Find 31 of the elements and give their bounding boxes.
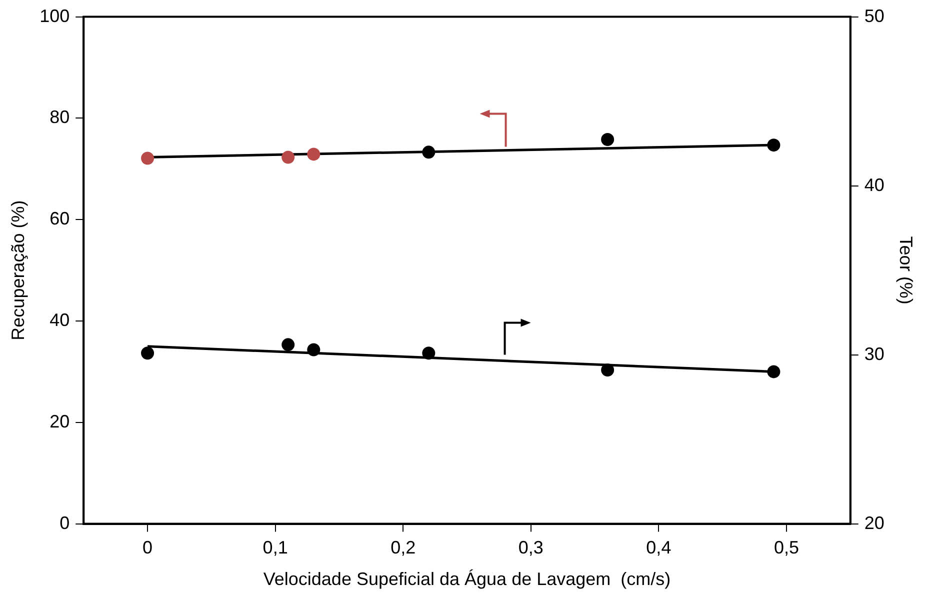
x-axis-title: Velocidade Supeficial da Água de Lavagem (cm/s)	[263, 569, 671, 590]
x-tick-label: 0,4	[646, 538, 672, 558]
x-tick-label: 0	[142, 538, 153, 558]
y2-tick-label: 50	[864, 6, 884, 26]
y2-tick-label: 20	[864, 512, 884, 533]
y-tick-label: 60	[50, 208, 70, 229]
point	[307, 148, 320, 161]
point	[141, 152, 154, 165]
y2-axis-title: Teor (%)	[896, 236, 916, 304]
y2-tick-label: 40	[864, 174, 884, 195]
point	[601, 364, 614, 377]
point	[422, 346, 436, 360]
y-tick-label: 0	[60, 512, 70, 533]
y2-tick-label: 30	[864, 344, 884, 364]
point	[307, 343, 320, 356]
point	[422, 146, 436, 159]
y-tick-label: 20	[50, 411, 70, 432]
x-tick-label: 0,3	[518, 538, 544, 558]
point	[141, 346, 154, 360]
x-tick-label: 0,5	[774, 538, 799, 558]
y-tick-label: 40	[50, 310, 70, 330]
x-tick-label: 0,1	[262, 538, 288, 558]
point	[767, 138, 780, 152]
point	[282, 338, 295, 352]
y-tick-label: 80	[50, 107, 70, 128]
x-tick-label: 0,2	[390, 538, 416, 558]
point	[767, 365, 780, 378]
point	[601, 132, 614, 146]
y-tick-label: 100	[40, 6, 70, 26]
y-axis-title: Recuperação (%)	[8, 200, 28, 340]
point	[282, 150, 295, 164]
